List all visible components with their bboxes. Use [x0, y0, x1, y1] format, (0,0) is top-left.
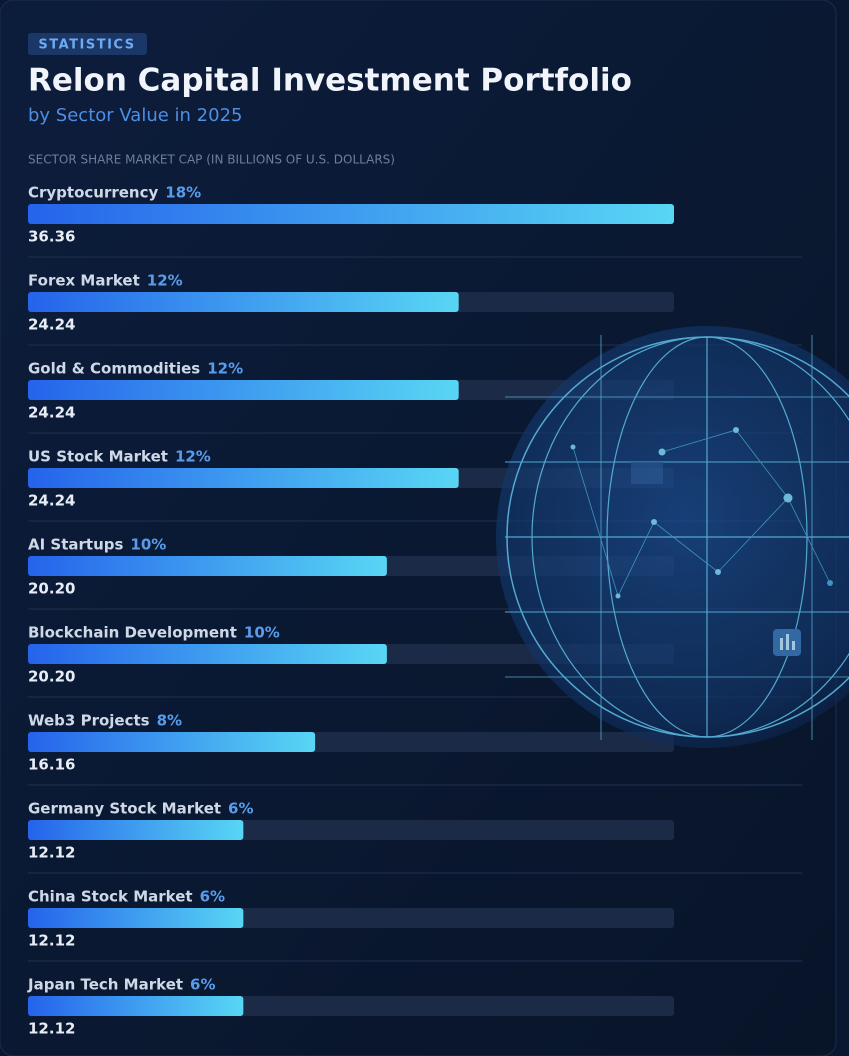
share-label: 8%: [157, 712, 182, 730]
share-label: 12%: [175, 448, 211, 466]
category-label: Blockchain Development: [28, 624, 237, 642]
value-label: 24.24: [28, 492, 75, 510]
bar: [28, 996, 244, 1016]
share-label: 12%: [147, 272, 183, 290]
bar: [28, 644, 387, 664]
value-label: 20.20: [28, 580, 75, 598]
globe: [496, 326, 849, 748]
value-label: 36.36: [28, 228, 75, 246]
bar: [28, 908, 244, 928]
share-label: 6%: [228, 800, 253, 818]
bar: [28, 380, 459, 400]
share-label: 18%: [165, 184, 201, 202]
chart-subtitle: by Sector Value in 2025: [28, 105, 242, 126]
value-label: 24.24: [28, 404, 75, 422]
value-label: 24.24: [28, 316, 75, 334]
value-label: 12.12: [28, 844, 75, 862]
chart-title: Relon Capital Investment Portfolio: [28, 63, 632, 99]
category-label: Germany Stock Market: [28, 800, 221, 818]
share-label: 6%: [200, 888, 225, 906]
bar: [28, 292, 459, 312]
category-label: Japan Tech Market: [27, 976, 183, 994]
value-label: 12.12: [28, 932, 75, 950]
share-label: 10%: [244, 624, 280, 642]
share-label: 6%: [190, 976, 215, 994]
badge: STATISTICS: [38, 38, 135, 53]
bar: [28, 556, 387, 576]
bar: [28, 204, 674, 224]
share-label: 12%: [207, 360, 243, 378]
value-label: 16.16: [28, 756, 75, 774]
category-label: US Stock Market: [28, 448, 168, 466]
category-label: Cryptocurrency: [28, 184, 159, 202]
bar: [28, 732, 316, 752]
bar: [28, 468, 459, 488]
axis-label: SECTOR SHARE MARKET CAP (IN BILLIONS OF …: [28, 153, 395, 167]
bar: [28, 820, 244, 840]
category-label: Forex Market: [28, 272, 140, 290]
badge-bg: [28, 33, 147, 55]
category-label: Web3 Projects: [28, 712, 150, 730]
category-label: Gold & Commodities: [28, 360, 200, 378]
category-label: AI Startups: [28, 536, 123, 554]
value-label: 12.12: [28, 1020, 75, 1038]
category-label: China Stock Market: [28, 888, 193, 906]
value-label: 20.20: [28, 668, 75, 686]
share-label: 10%: [130, 536, 166, 554]
